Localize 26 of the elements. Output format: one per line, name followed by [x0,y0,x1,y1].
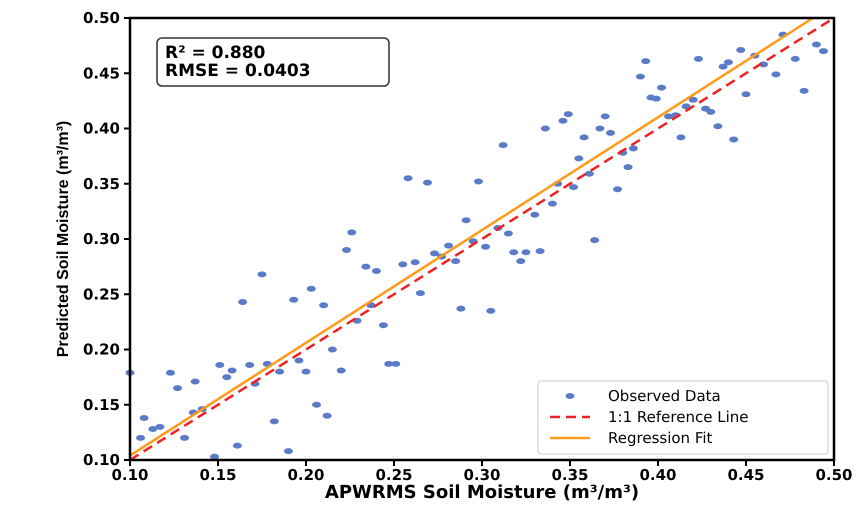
x-tick-label: 0.35 [551,466,589,484]
legend-label: 1:1 Reference Line [608,408,748,426]
x-tick-label: 0.25 [375,466,413,484]
x-tick-label: 0.30 [463,466,501,484]
y-tick-label: 0.50 [82,9,120,27]
y-tick-label: 0.30 [82,230,120,248]
y-tick-label: 0.45 [82,64,120,82]
legend-label: Regression Fit [608,429,713,447]
annotation: RMSE = 0.0403 [165,61,311,81]
x-axis-title: APWRMS Soil Moisture (m³/m³) [324,482,640,503]
x-tick-label: 0.10 [111,466,149,484]
y-tick-label: 0.35 [82,174,120,193]
y-tick-label: 0.20 [82,340,120,358]
x-tick-label: 0.20 [287,466,325,484]
y-axis-title: Predicted Soil Moisture (m³/m³) [55,120,72,358]
x-tick-label: 0.50 [815,466,853,484]
stats-box: R² = 0.880 RMSE = 0.0403 [156,37,390,87]
annotation: R² = 0.880 [165,43,266,63]
x-tick-label: 0.45 [727,466,765,484]
y-tick-label: 0.25 [82,285,120,304]
legend-label: Observed Data [608,387,721,405]
x-tick-label: 0.40 [639,466,677,484]
y-tick-label: 0.40 [82,120,120,138]
y-tick-label: 0.15 [82,396,120,414]
x-tick-label: 0.15 [199,466,237,484]
y-tick-label: 0.10 [82,451,120,469]
